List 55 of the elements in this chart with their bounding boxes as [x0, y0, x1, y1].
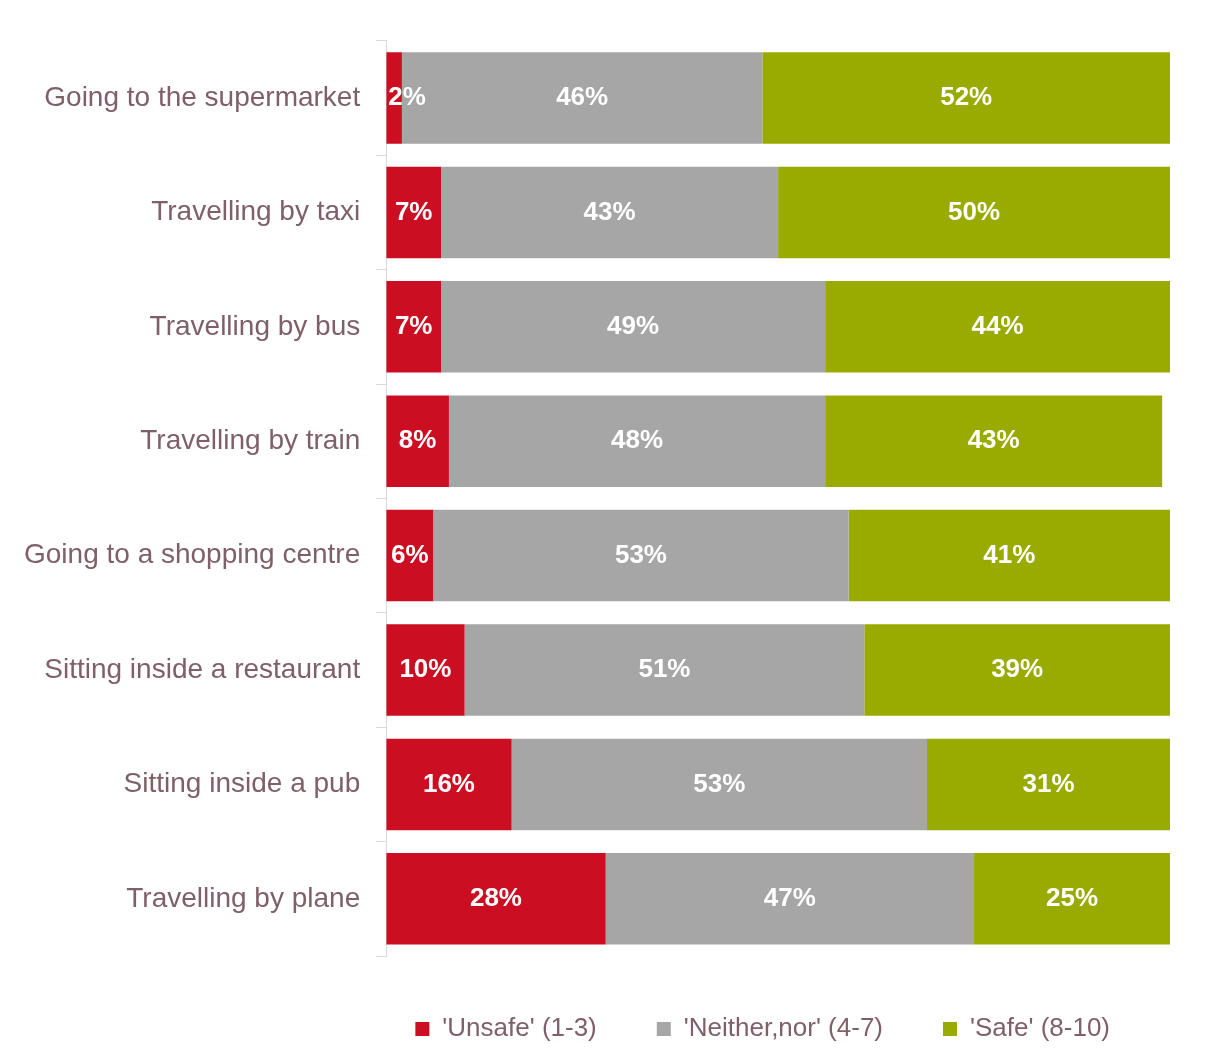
- bar: [386, 853, 606, 945]
- bar: [386, 395, 449, 487]
- y-tick-label: Travelling by plane: [126, 881, 361, 913]
- bar: [386, 166, 442, 259]
- bar: [762, 52, 1170, 144]
- legend-label: 'Neither,nor' (4-7): [683, 1012, 884, 1043]
- bar: [441, 281, 826, 373]
- bar: [433, 509, 849, 602]
- data-label: 43%: [967, 424, 1020, 455]
- bar: [386, 281, 442, 373]
- data-label: 47%: [763, 881, 816, 912]
- data-label: 6%: [390, 538, 429, 569]
- data-label: 44%: [971, 309, 1024, 340]
- data-label: 50%: [948, 195, 1001, 226]
- bar: [778, 166, 1170, 259]
- bar: [386, 738, 512, 831]
- bar: [825, 395, 1163, 487]
- data-label: 31%: [1022, 767, 1075, 798]
- y-tick-label: Sitting inside a pub: [123, 767, 361, 799]
- legend-label: 'Safe' (8-10): [970, 1012, 1111, 1043]
- data-label: 49%: [607, 309, 660, 340]
- bar: [448, 395, 826, 487]
- data-label: 46%: [556, 81, 609, 112]
- bar: [927, 738, 1170, 831]
- legend-label: 'Unsafe' (1-3): [442, 1012, 597, 1043]
- bar: [386, 624, 465, 716]
- bar: [825, 281, 1170, 373]
- bar: [511, 738, 928, 831]
- data-label: 43%: [583, 195, 636, 226]
- data-label: 53%: [614, 538, 667, 569]
- data-label: 51%: [638, 653, 691, 684]
- data-label: 7%: [394, 309, 433, 340]
- y-tick-label: Going to the supermarket: [44, 80, 361, 112]
- y-tick-label: Sitting inside a restaurant: [44, 652, 361, 684]
- data-label: 53%: [693, 767, 746, 798]
- bar: [605, 853, 975, 945]
- data-label: 25%: [1046, 881, 1099, 912]
- data-label: 16%: [422, 767, 475, 798]
- data-label: 41%: [983, 538, 1036, 569]
- y-tick-label: Travelling by train: [140, 423, 361, 455]
- data-label: 7%: [394, 195, 433, 226]
- y-tick-label: Travelling by bus: [149, 309, 361, 341]
- bar: [464, 624, 865, 716]
- y-tick-label: Going to a shopping centre: [24, 538, 361, 570]
- bar: [848, 509, 1170, 602]
- data-label: 39%: [991, 653, 1044, 684]
- data-label: 10%: [399, 653, 452, 684]
- y-tick-label: Travelling by taxi: [151, 195, 361, 227]
- bar: [974, 853, 1170, 945]
- data-label: 28%: [469, 881, 522, 912]
- data-label: 8%: [398, 424, 437, 455]
- bar: [441, 166, 779, 259]
- data-label: 48%: [611, 424, 664, 455]
- bar: [864, 624, 1170, 716]
- data-label: 52%: [940, 81, 993, 112]
